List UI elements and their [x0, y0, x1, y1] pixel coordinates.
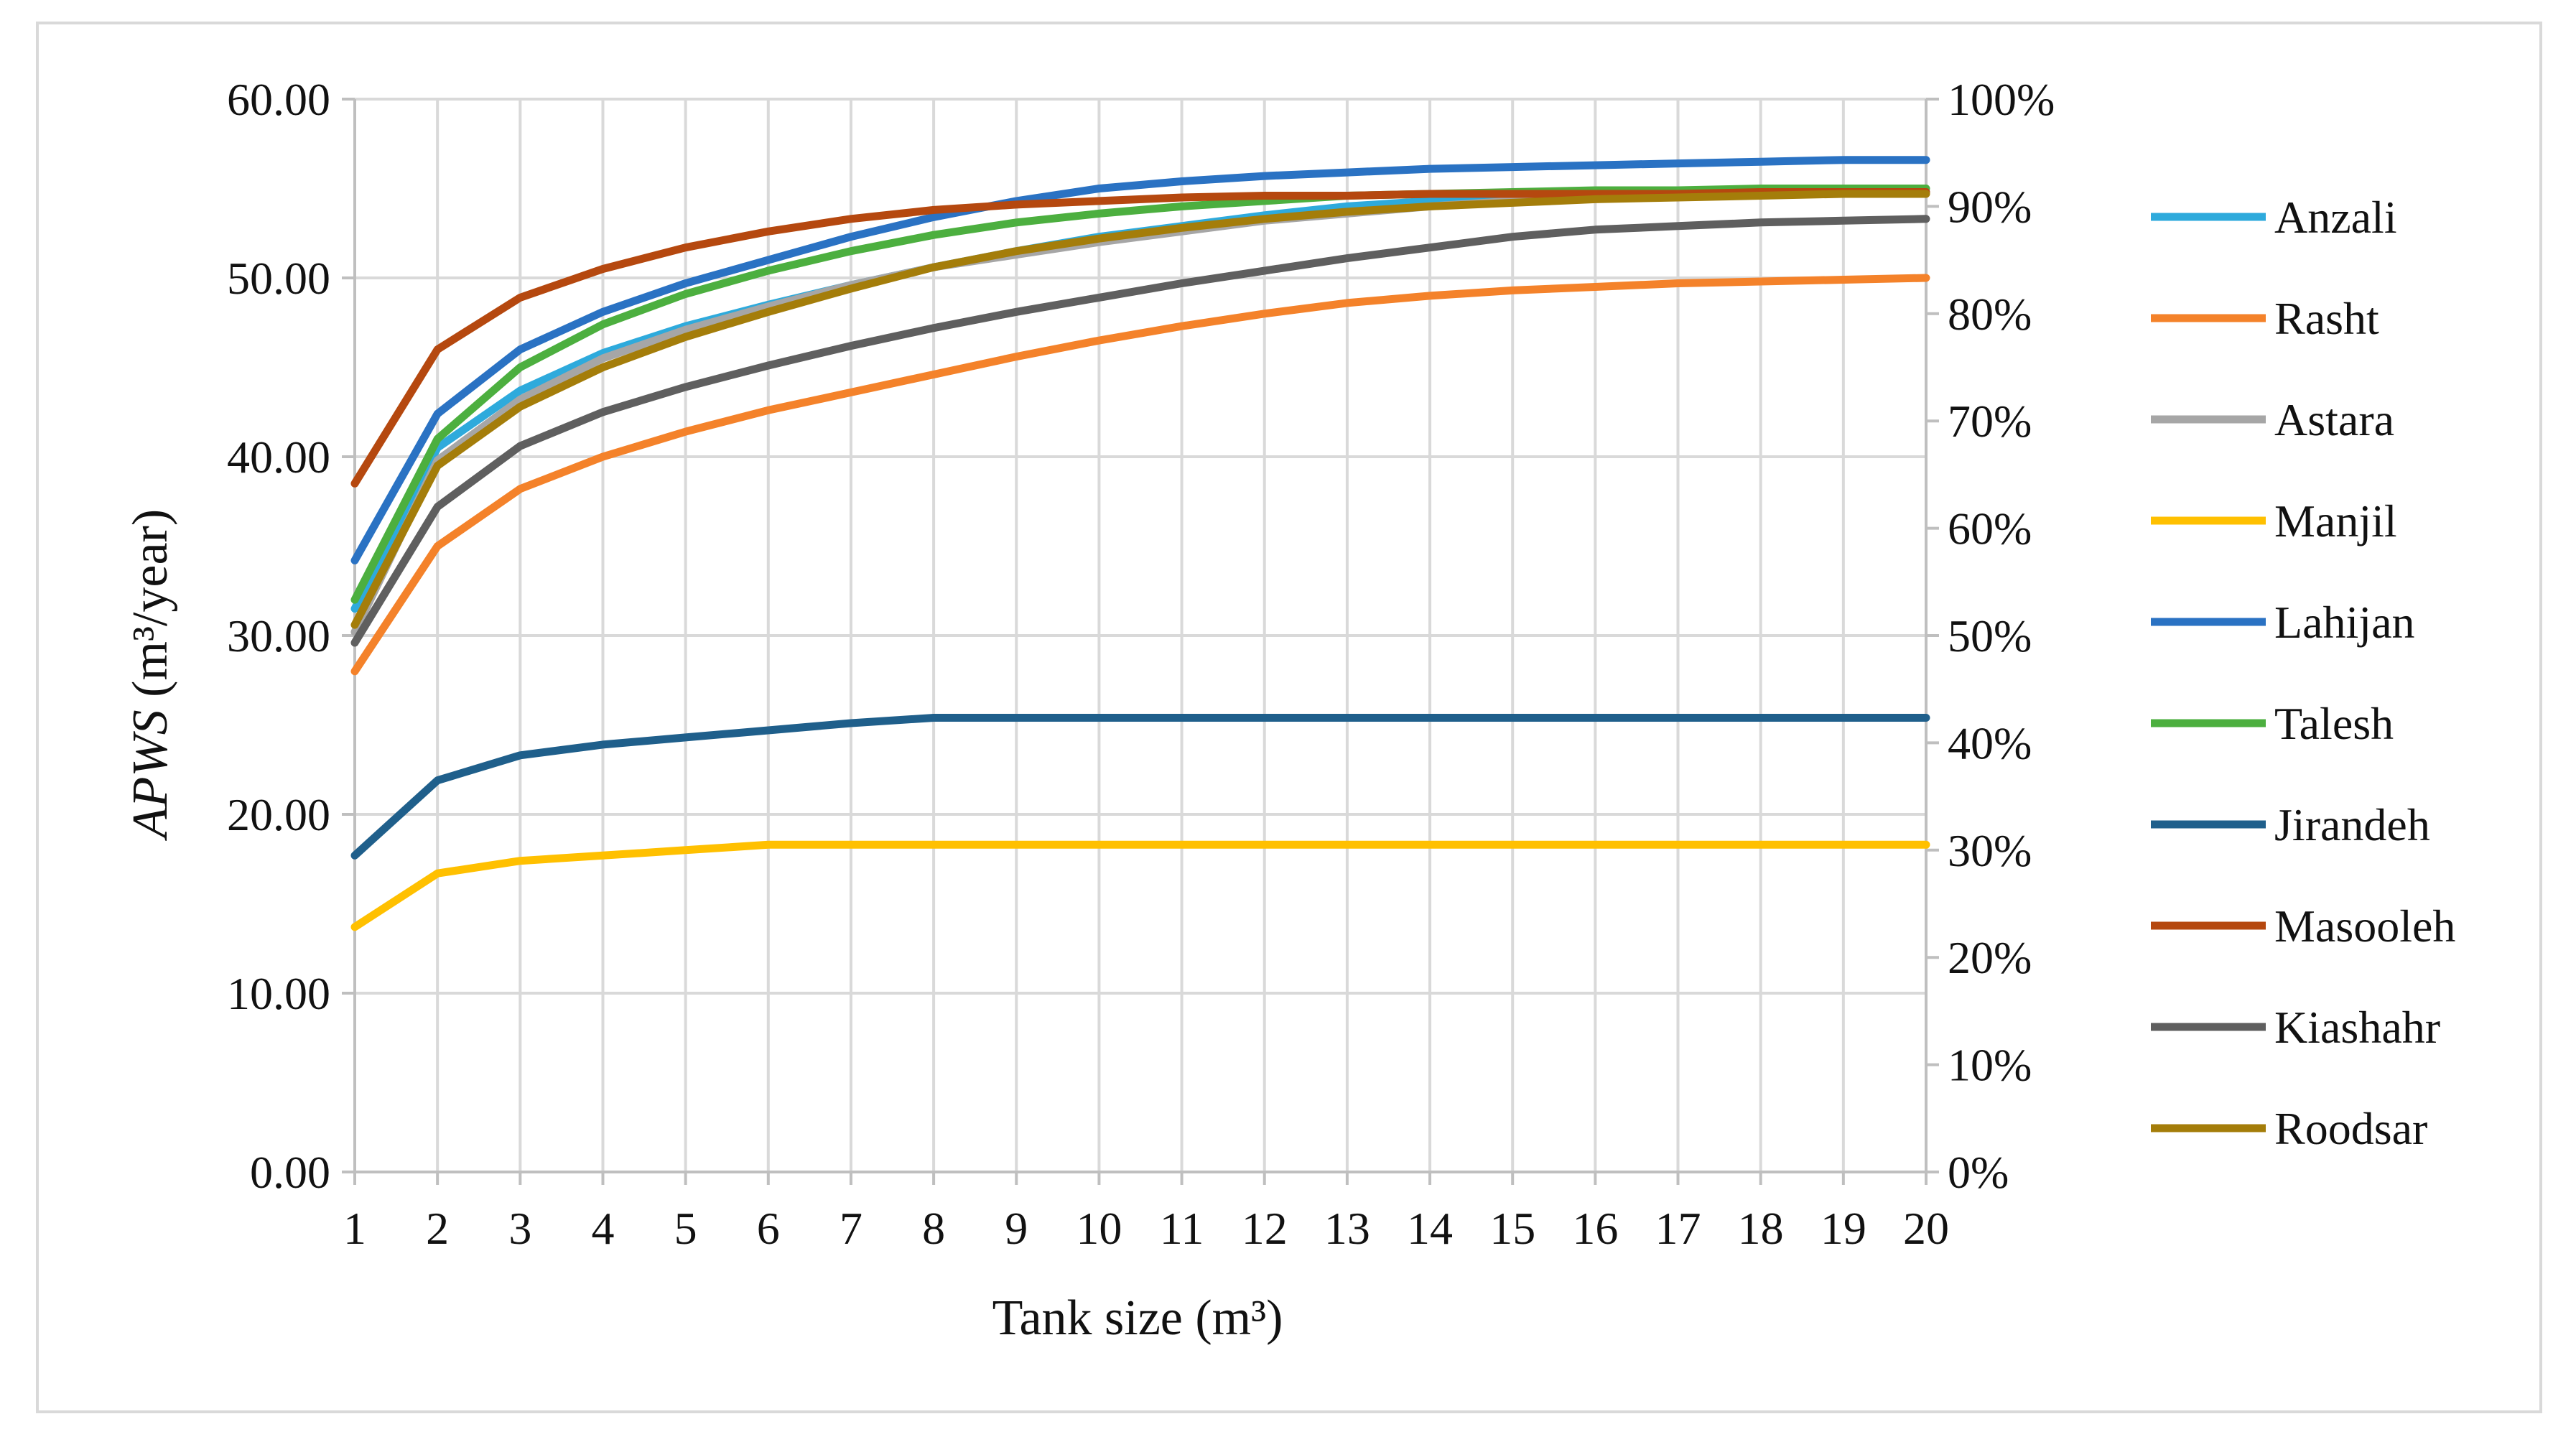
x-tick-label: 2 [426, 1203, 449, 1254]
y2-tick-label: 80% [1948, 289, 2032, 340]
y-tick-label: 10.00 [227, 968, 330, 1019]
legend-item-roodsar: Roodsar [2151, 1103, 2427, 1154]
y2-tick-label: 30% [1948, 825, 2032, 876]
y-tick-label: 20.00 [227, 789, 330, 840]
x-tick-label: 19 [1821, 1203, 1866, 1254]
legend-label: Roodsar [2274, 1103, 2427, 1154]
y2-tick-label: 40% [1948, 717, 2032, 768]
legend-label: Masooleh [2274, 901, 2455, 952]
legend-item-kiashahr: Kiashahr [2151, 1002, 2440, 1053]
x-tick-label: 18 [1738, 1203, 1784, 1254]
x-tick-label: 8 [922, 1203, 945, 1254]
y2-tick-label: 70% [1948, 396, 2032, 447]
legend-label: Astara [2274, 394, 2394, 445]
legend-item-manjil: Manjil [2151, 496, 2397, 546]
x-axis-title: Tank size (m³) [992, 1290, 1283, 1346]
y2-tick-label: 20% [1948, 932, 2032, 983]
legend-item-astara: Astara [2151, 394, 2394, 445]
y-tick-label: 0.00 [250, 1147, 330, 1198]
series-line-anzali [350, 188, 1930, 613]
x-tick-label: 1 [343, 1203, 366, 1254]
y-tick-label: 30.00 [227, 610, 330, 661]
legend-item-talesh: Talesh [2151, 698, 2394, 749]
x-tick-label: 11 [1160, 1203, 1204, 1254]
y2-tick-label: 50% [1948, 610, 2032, 661]
legend-label: Lahijan [2274, 597, 2414, 648]
y-axis-title-unit: (m³/year) [123, 509, 178, 710]
series-line-manjil [350, 840, 1930, 931]
x-tick-label: 4 [591, 1203, 614, 1254]
x-tick-label: 10 [1076, 1203, 1122, 1254]
x-tick-labels: 1 2 3 4 5 6 7 8 9 10 11 12 13 14 15 16 17 18 19 20 [343, 1203, 1949, 1254]
legend-item-masooleh: Masooleh [2151, 901, 2455, 952]
x-tick-label: 5 [674, 1203, 697, 1254]
x-tick-label: 16 [1572, 1203, 1618, 1254]
x-tick-label: 13 [1324, 1203, 1370, 1254]
y-axis-title: APWS (m³/year) [123, 509, 178, 841]
legend: Anzali Rasht Astara Manjil Lahijan Talesh Jira… [2151, 192, 2455, 1154]
legend-item-anzali: Anzali [2151, 192, 2397, 243]
legend-label: Talesh [2274, 698, 2394, 749]
y2-tick-labels: 0% 10% 20% 30% 40% 50% 60% 70% 80% 90% 100% [1948, 74, 2055, 1198]
y2-tick-label: 60% [1948, 503, 2032, 554]
x-tick-label: 14 [1407, 1203, 1453, 1254]
legend-label: Jirandeh [2274, 799, 2430, 850]
x-tick-label: 17 [1655, 1203, 1701, 1254]
y2-tick-label: 0% [1948, 1147, 2009, 1198]
legend-item-rasht: Rasht [2151, 293, 2379, 344]
legend-label: Rasht [2274, 293, 2379, 344]
y-tick-labels: 0.00 10.00 20.00 30.00 40.00 50.00 60.00 [227, 74, 330, 1198]
y2-tick-label: 100% [1948, 74, 2055, 125]
legend-label: Manjil [2274, 496, 2397, 546]
grid-layer [355, 98, 1928, 1172]
series-layer [350, 156, 1930, 931]
legend-label: Kiashahr [2274, 1002, 2440, 1053]
y-axis-title-italic: APWS [123, 710, 178, 841]
y-tick-label: 60.00 [227, 74, 330, 125]
y-tick-label: 40.00 [227, 432, 330, 483]
legend-item-lahijan: Lahijan [2151, 597, 2414, 648]
series-line-lahijan [350, 156, 1930, 564]
series-line-roodsar [350, 190, 1930, 629]
y2-tick-label: 10% [1948, 1040, 2032, 1091]
x-tick-label: 3 [508, 1203, 531, 1254]
x-tick-label: 20 [1903, 1203, 1949, 1254]
legend-label: Anzali [2274, 192, 2397, 243]
y2-tick-label: 90% [1948, 181, 2032, 232]
x-tick-label: 6 [757, 1203, 780, 1254]
legend-item-jirandeh: Jirandeh [2151, 799, 2430, 850]
series-line-kiashahr [350, 215, 1930, 647]
x-tick-label: 15 [1489, 1203, 1535, 1254]
y-tick-label: 50.00 [227, 253, 330, 304]
series-line-rasht [350, 274, 1930, 676]
axis-layer [342, 98, 1939, 1185]
series-line-talesh [350, 185, 1930, 604]
x-tick-label: 7 [840, 1203, 862, 1254]
series-line-astara [350, 188, 1930, 636]
x-tick-label: 12 [1242, 1203, 1288, 1254]
x-tick-label: 9 [1005, 1203, 1028, 1254]
series-line-jirandeh [350, 714, 1930, 860]
